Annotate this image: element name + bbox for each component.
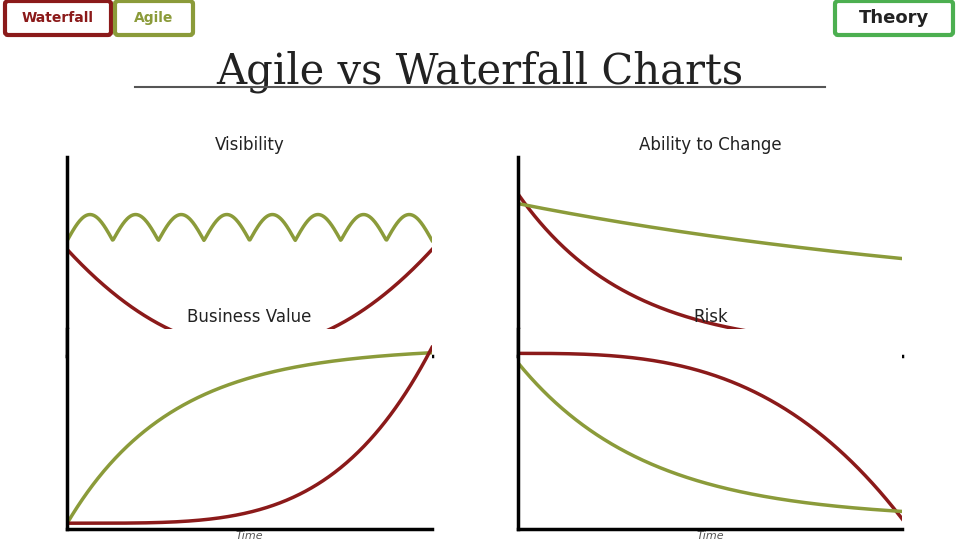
X-axis label: Time: Time	[236, 358, 263, 368]
Title: Risk: Risk	[693, 308, 728, 327]
FancyBboxPatch shape	[835, 1, 953, 35]
Title: Business Value: Business Value	[187, 308, 312, 327]
Text: Waterfall: Waterfall	[22, 11, 94, 25]
Text: Theory: Theory	[859, 9, 929, 27]
FancyBboxPatch shape	[5, 1, 111, 35]
FancyBboxPatch shape	[115, 1, 193, 35]
X-axis label: Time: Time	[697, 358, 724, 368]
X-axis label: Time: Time	[236, 531, 263, 540]
X-axis label: Time: Time	[697, 531, 724, 540]
Text: Agile vs Waterfall Charts: Agile vs Waterfall Charts	[216, 51, 744, 93]
Text: Agile: Agile	[134, 11, 174, 25]
Title: Visibility: Visibility	[215, 136, 284, 154]
Title: Ability to Change: Ability to Change	[639, 136, 781, 154]
